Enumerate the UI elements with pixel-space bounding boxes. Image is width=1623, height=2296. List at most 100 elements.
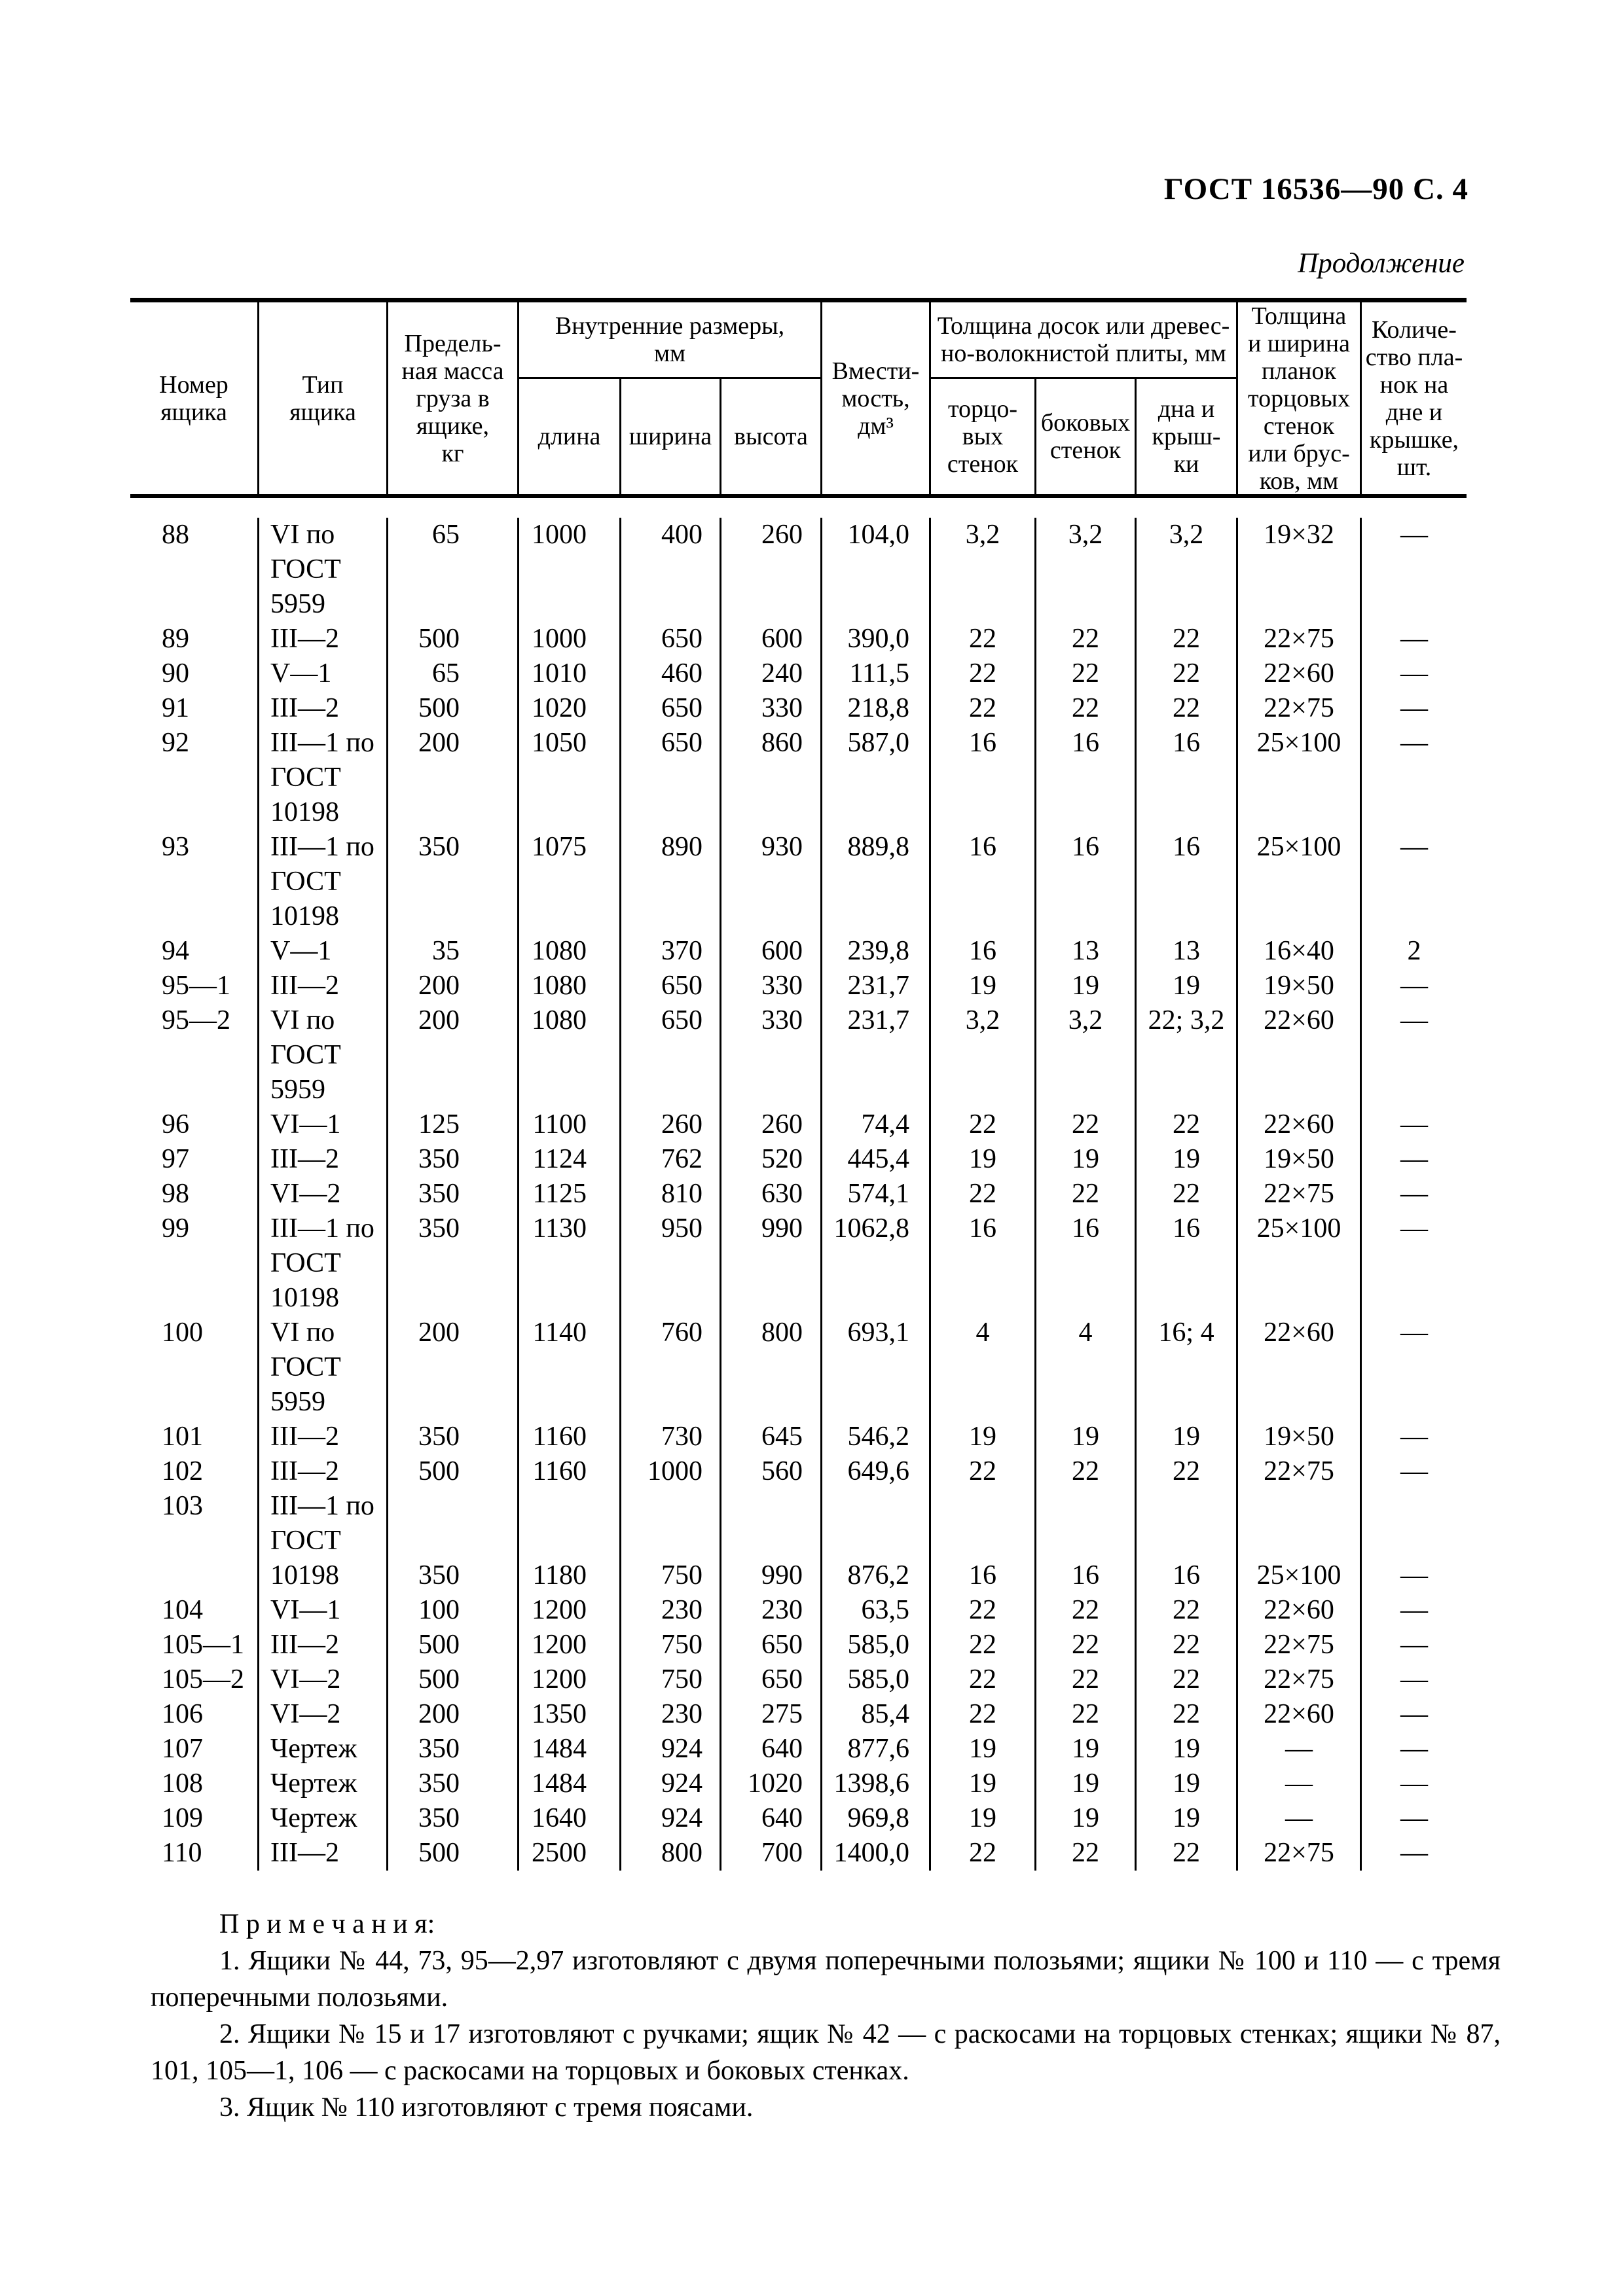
cell-length: 1075 [519, 830, 621, 865]
cell-side-walls: 19 [1036, 1801, 1137, 1836]
cell-length [519, 552, 621, 587]
cell-side-walls: 22 [1036, 691, 1137, 726]
cell-length: 1000 [519, 622, 621, 656]
table-row-line: 100 VI по 200 1140 760 800 693,1 4 4 16; 4 22×60— [130, 1316, 1467, 1350]
table-row-line: 105—2 VI—2 500 1200 750 650 585,0 22 22 22 22×75— [130, 1662, 1467, 1697]
cell-side-walls: 22 [1036, 656, 1137, 691]
cell-box-type: III—2 [259, 1142, 388, 1177]
notes-section: П р и м е ч а н и я: 1. Ящики № 44, 73, … [151, 1906, 1501, 2126]
cell-box-type: 10198 [259, 1281, 388, 1316]
cell-end-walls: 16 [931, 1211, 1036, 1246]
cell-slats: 22×75 [1238, 1177, 1362, 1211]
cell-bottom-lid: 22 [1137, 1628, 1238, 1662]
cell-slats [1238, 795, 1362, 830]
cell-length: 1640 [519, 1801, 621, 1836]
table-row-line: ГОСТ [130, 865, 1467, 899]
cell-slats [1238, 1073, 1362, 1107]
cell-slats: 19×50 [1238, 1142, 1362, 1177]
cell-box-number: 94 [130, 934, 259, 969]
cell-slat-count [1362, 552, 1467, 587]
cell-box-type: VI—1 [259, 1593, 388, 1628]
cell-width: 750 [621, 1628, 721, 1662]
table-row-line: ГОСТ [130, 1038, 1467, 1073]
cell-bottom-lid [1137, 1489, 1238, 1524]
cell-capacity [822, 899, 931, 934]
cell-end-walls: 16 [931, 726, 1036, 761]
table-row-line: 96 VI—1 125 1100 260 260 74,4 22 22 22 22×60— [130, 1107, 1467, 1142]
cell-box-type: ГОСТ [259, 1524, 388, 1558]
cell-end-walls: 22 [931, 622, 1036, 656]
cell-bottom-lid: 3,2 [1137, 518, 1238, 552]
cell-box-number [130, 899, 259, 934]
cell-length: 2500 [519, 1836, 621, 1871]
cell-slats [1238, 761, 1362, 795]
cell-end-walls: 22 [931, 1697, 1036, 1732]
table-row-line: 5959 [130, 1073, 1467, 1107]
cell-slat-count [1362, 1350, 1467, 1385]
cell-capacity: 1400,0 [822, 1836, 931, 1871]
cell-box-number [130, 1073, 259, 1107]
cell-length: 1200 [519, 1662, 621, 1697]
cell-slats [1238, 552, 1362, 587]
header-box-number: Номер ящика [130, 302, 259, 494]
cell-box-type: III—1 по [259, 830, 388, 865]
cell-box-type: ГОСТ [259, 1350, 388, 1385]
cell-box-type: VI по [259, 1316, 388, 1350]
cell-end-walls: 22 [931, 1836, 1036, 1871]
cell-bottom-lid: 19 [1137, 969, 1238, 1003]
cell-bottom-lid: 22; 3,2 [1137, 1003, 1238, 1038]
cell-side-walls: 22 [1036, 1662, 1137, 1697]
cell-max-mass: 350 [388, 1732, 519, 1767]
cell-length: 1100 [519, 1107, 621, 1142]
cell-side-walls: 19 [1036, 1142, 1137, 1177]
cell-slat-count: — [1400, 1595, 1428, 1625]
cell-box-number: 105—2 [130, 1662, 259, 1697]
cell-box-number: 102 [130, 1454, 259, 1489]
cell-slat-count: — [1400, 1179, 1428, 1209]
cell-box-type: III—2 [259, 1454, 388, 1489]
cell-end-walls [931, 865, 1036, 899]
cell-bottom-lid [1137, 587, 1238, 622]
cell-side-walls [1036, 899, 1137, 934]
cell-slat-count: — [1400, 1422, 1428, 1452]
cell-slats [1238, 1350, 1362, 1385]
cell-end-walls [931, 761, 1036, 795]
cell-max-mass [388, 587, 519, 622]
cell-max-mass: 500 [388, 1662, 519, 1697]
cell-width: 750 [621, 1558, 721, 1593]
cell-end-walls: 19 [931, 1142, 1036, 1177]
table-row-line: ГОСТ [130, 552, 1467, 587]
cell-slat-count: — [1400, 658, 1428, 689]
cell-width [621, 1385, 721, 1420]
table-row-line: 108 Чертеж 350 1484 924 1020 1398,6 19 19 19— — [130, 1767, 1467, 1801]
cell-slats: 19×50 [1238, 1420, 1362, 1454]
cell-box-number: 108 [130, 1767, 259, 1801]
cell-end-walls [931, 1385, 1036, 1420]
cell-slats: 19×50 [1238, 969, 1362, 1003]
cell-box-type: III—2 [259, 969, 388, 1003]
cell-capacity [822, 587, 931, 622]
cell-side-walls: 22 [1036, 1628, 1137, 1662]
cell-max-mass: 200 [388, 1697, 519, 1732]
cell-slats: 22×60 [1238, 1107, 1362, 1142]
cell-box-number: 91 [130, 691, 259, 726]
table-row-line: 103 III—1 по [130, 1489, 1467, 1524]
cell-capacity: 649,6 [822, 1454, 931, 1489]
cell-max-mass: 350 [388, 1767, 519, 1801]
cell-max-mass: 350 [388, 1420, 519, 1454]
cell-width: 650 [621, 622, 721, 656]
cell-height: 240 [721, 656, 822, 691]
cell-end-walls: 16 [931, 1558, 1036, 1593]
cell-bottom-lid: 22 [1137, 1107, 1238, 1142]
cell-slat-count: — [1400, 624, 1428, 654]
cell-height: 330 [721, 691, 822, 726]
cell-side-walls: 13 [1036, 934, 1137, 969]
cell-slats [1238, 1524, 1362, 1558]
cell-end-walls: 22 [931, 1177, 1036, 1211]
dimensions-table: Номер ящика Тип ящика Предель- ная масса… [130, 298, 1467, 1871]
table-row-line: ГОСТ [130, 1524, 1467, 1558]
cell-max-mass: 200 [388, 1316, 519, 1350]
cell-end-walls: 22 [931, 691, 1036, 726]
cell-slats: — [1238, 1732, 1362, 1767]
cell-height: 650 [721, 1628, 822, 1662]
